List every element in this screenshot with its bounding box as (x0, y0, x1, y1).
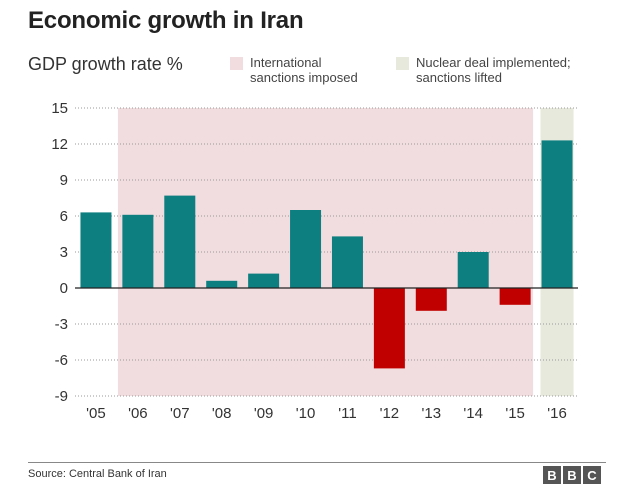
bar (331, 236, 363, 288)
legend-lifted: Nuclear deal implemented; sanctions lift… (396, 55, 571, 85)
x-tick-label: '11 (338, 405, 356, 422)
legend-lifted-label-1: Nuclear deal implemented; (416, 55, 571, 70)
bar (80, 212, 112, 288)
x-tick-label: '10 (296, 405, 316, 422)
bbc-logo-letter: B (563, 466, 581, 484)
chart-title: Economic growth in Iran (28, 7, 304, 34)
y-axis-label: GDP growth rate % (28, 54, 183, 74)
x-tick-label: '13 (422, 405, 442, 422)
bar (290, 210, 322, 288)
y-tick-label: 15 (51, 100, 68, 117)
bar (457, 252, 489, 288)
legend-sanctions-label-1: International (250, 55, 322, 70)
bbc-logo-letter: B (543, 466, 561, 484)
bar (122, 214, 154, 288)
bar (541, 140, 573, 288)
source-note: Source: Central Bank of Iran (28, 468, 167, 480)
bar (373, 288, 405, 369)
legend-lifted-label-2: sanctions lifted (416, 70, 502, 85)
x-tick-label: '05 (86, 405, 106, 422)
legend-lifted-swatch (396, 57, 409, 70)
x-tick-label: '15 (505, 405, 525, 422)
bbc-logo: B B C (543, 466, 601, 484)
y-tick-label: -9 (55, 388, 68, 405)
x-tick-label: '06 (128, 405, 148, 422)
y-tick-label: -6 (55, 352, 68, 369)
x-tick-label: '09 (254, 405, 274, 422)
legend-sanctions-label-2: sanctions imposed (250, 70, 358, 85)
bar (164, 195, 196, 288)
footer-divider (28, 462, 606, 463)
y-tick-label: 9 (60, 172, 68, 189)
bar (415, 288, 447, 311)
legend-sanctions: International sanctions imposed (230, 55, 358, 85)
y-tick-label: -3 (55, 316, 68, 333)
y-tick-label: 6 (60, 208, 68, 225)
bbc-logo-letter: C (583, 466, 601, 484)
x-tick-label: '07 (170, 405, 190, 422)
bar (206, 280, 238, 288)
y-tick-label: 12 (51, 136, 68, 153)
legend-sanctions-swatch (230, 57, 243, 70)
x-tick-label: '12 (380, 405, 400, 422)
y-tick-label: 0 (60, 280, 68, 297)
x-tick-label: '16 (547, 405, 567, 422)
x-tick-label: '14 (463, 405, 483, 422)
bar (248, 273, 280, 288)
x-tick-label: '08 (212, 405, 232, 422)
y-tick-label: 3 (60, 244, 68, 261)
bar (499, 288, 531, 305)
